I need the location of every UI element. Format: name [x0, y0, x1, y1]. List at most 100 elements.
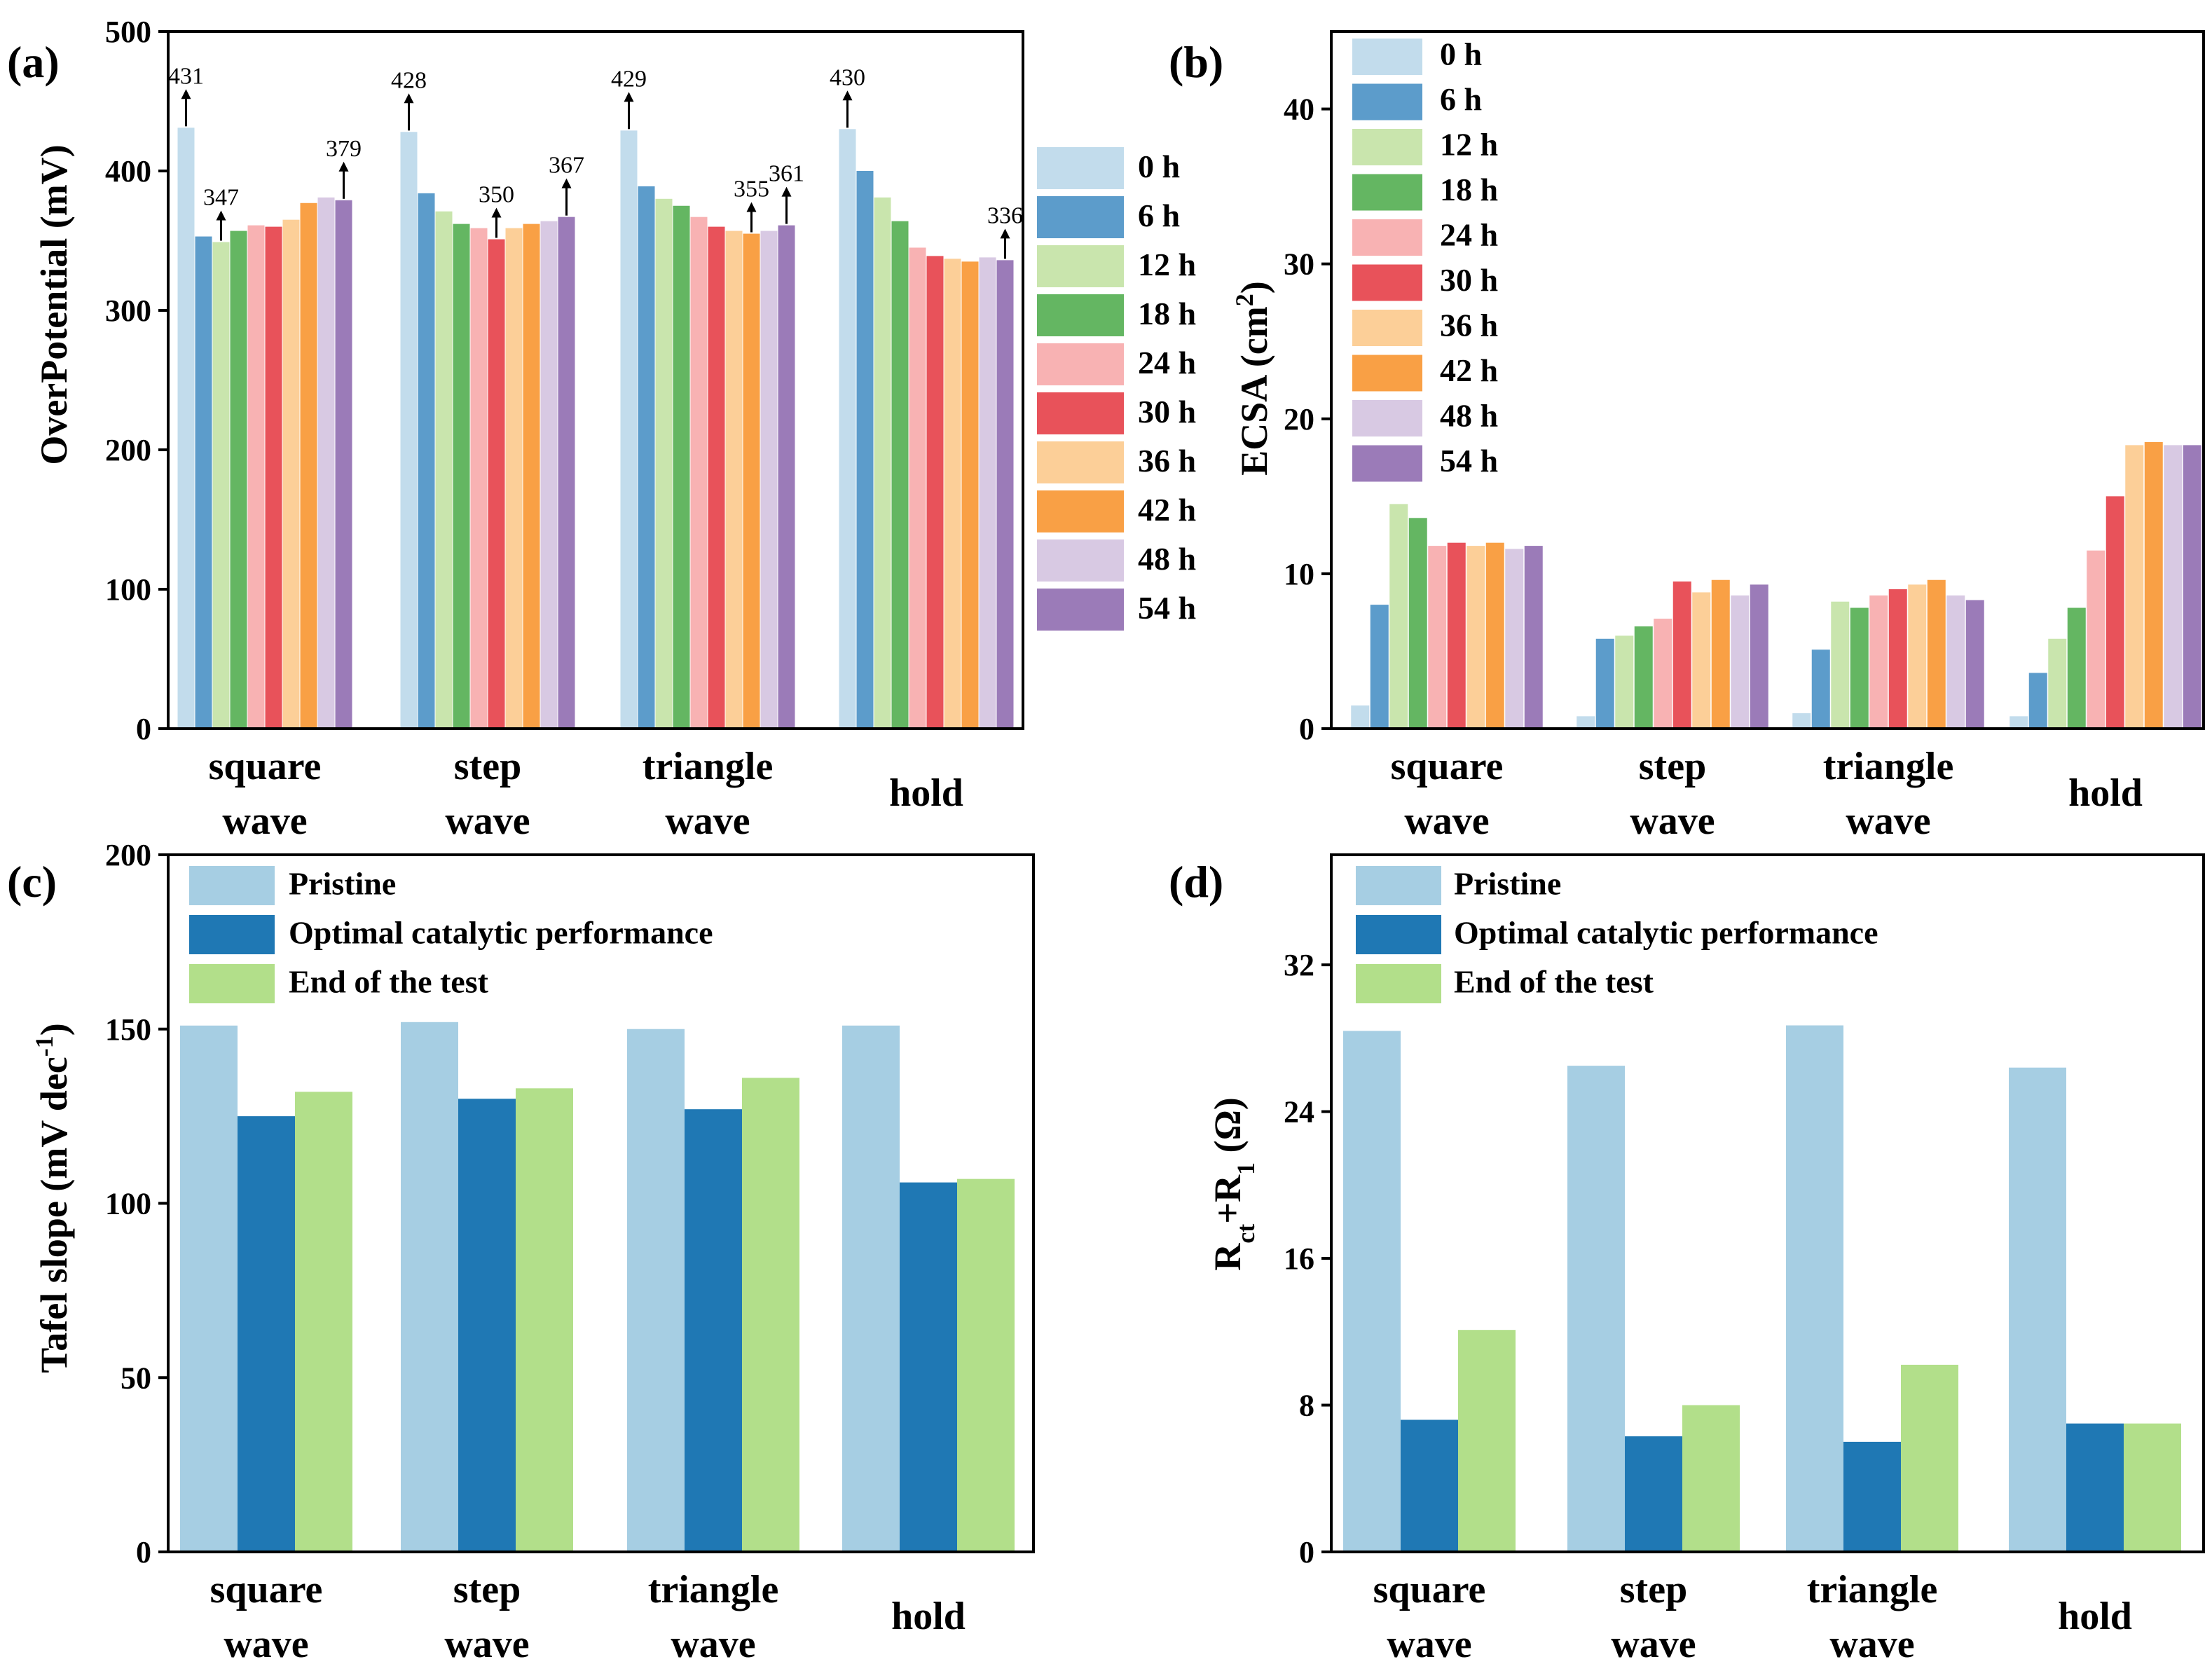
panel-a-bar-12-h-3: [874, 197, 891, 729]
panel-a-x-tick-label-2: triangle wave: [643, 745, 774, 843]
panel-a-legend-label-2: 12 h: [1138, 247, 1196, 282]
annotation-label-3: 428: [391, 67, 427, 93]
panel-c-bar-pristine-2: [627, 1029, 685, 1552]
annotation-label-1: 347: [203, 184, 239, 210]
panel-a-bar-36-h-3: [944, 259, 961, 729]
panel-a-bars: [177, 128, 1014, 729]
panel-c-legend-label-1: Optimal catalytic performance: [289, 914, 713, 950]
panel-a-frame: [167, 30, 1024, 730]
panel-a-bar-12-h-2: [655, 198, 673, 729]
panel-b-bar-6-h-3: [2028, 673, 2047, 729]
annotation-arrowhead-0: [181, 89, 191, 99]
annotation-arrowhead-2: [338, 161, 349, 172]
panel-a-bar-48-h-0: [317, 197, 335, 729]
annotation-arrowhead-6: [624, 92, 634, 102]
panel-c-legend-label-0: Pristine: [289, 865, 396, 901]
panel-c-bar-optimal-catalytic-performance-2: [685, 1109, 742, 1552]
annotation-label-10: 336: [987, 202, 1023, 228]
panel-c-label: (c): [7, 857, 57, 907]
panel-b-bar-48-h-1: [1731, 595, 1750, 729]
panel-d-x-tick-label-2: triangle wave: [1807, 1568, 1938, 1664]
panel-b-bar-0-h-2: [1792, 713, 1811, 729]
panel-c-y-tick-label-3: 150: [105, 1012, 151, 1047]
panel-c-bar-end-of-the-test-0: [295, 1092, 352, 1552]
panel-b-y-tick-label-3: 30: [1284, 247, 1314, 282]
panel-a-bar-54-h-0: [335, 200, 352, 729]
panel-b-bar-24-h-3: [2087, 550, 2105, 729]
panel-c-legend-swatch-0: [189, 866, 275, 905]
panel-b-frame: [1330, 30, 2205, 730]
panel-a-bar-42-h-2: [743, 233, 760, 729]
panel-a-bar-6-h-1: [418, 193, 435, 729]
panel-d-bar-end-of-the-test-1: [1682, 1405, 1740, 1552]
panel-d-bar-optimal-catalytic-performance-2: [1843, 1441, 1901, 1552]
panel-a-y-tick-label-2: 200: [105, 433, 151, 467]
panel-b-bar-48-h-3: [2164, 445, 2183, 729]
annotation-label-6: 429: [611, 66, 647, 92]
panel-d-bar-end-of-the-test-2: [1901, 1364, 1958, 1552]
panel-a-legend: 0 h 6 h 12 h 18 h 24 h 30 h 36 h 42 h 48 h 54 h: [1037, 147, 1196, 631]
panel-a-bar-18-h-3: [891, 221, 909, 729]
panel-a-bar-24-h-1: [470, 228, 488, 729]
panel-a-legend-label-5: 30 h: [1138, 394, 1196, 429]
panel-c: (c) Tafel slope (mV dec-1) 0 50 100 150 200 s…: [7, 838, 1035, 1664]
panel-a-y-tick-label-0: 0: [136, 712, 151, 746]
panel-a-legend-label-3: 18 h: [1138, 296, 1196, 331]
panel-d-bar-pristine-3: [2009, 1067, 2066, 1552]
panel-d-x-tick-label-0: square wave: [1373, 1568, 1486, 1664]
panel-d-y-tick-label-4: 32: [1284, 948, 1314, 982]
panel-a-y-tick-label-3: 300: [105, 294, 151, 328]
panel-a-bar-30-h-3: [926, 256, 944, 729]
panel-b-legend-label-6: 36 h: [1440, 307, 1498, 343]
panel-b-y-ticks: 0 10 20 30 40: [1284, 92, 1331, 746]
panel-b-legend-label-7: 42 h: [1440, 352, 1498, 388]
panel-b-bar-0-h-0: [1351, 705, 1370, 729]
panel-c-legend: Pristine Optimal catalytic performance End…: [189, 865, 713, 1003]
panel-a-legend-swatch-4: [1037, 343, 1124, 385]
panel-a-legend-label-7: 42 h: [1138, 492, 1196, 528]
annotation-label-9: 430: [830, 64, 865, 90]
panel-b-legend-swatch-5: [1352, 264, 1422, 301]
panel-b-bar-0-h-3: [2010, 716, 2028, 729]
panel-b-bar-36-h-1: [1692, 592, 1711, 729]
panel-b-x-tick-label-1: step wave: [1630, 745, 1715, 843]
panel-b-legend-label-0: 0 h: [1440, 36, 1482, 71]
panel-d-legend-swatch-1: [1356, 915, 1441, 954]
panel-d-legend-swatch-0: [1356, 866, 1441, 905]
panel-b-legend-swatch-8: [1352, 400, 1422, 436]
panel-a-y-ticks: 0 100 200 300 400 500: [105, 15, 168, 746]
panel-a-legend-label-6: 36 h: [1138, 443, 1196, 479]
panel-b-bar-12-h-3: [2048, 638, 2067, 729]
panel-b-bar-12-h-2: [1831, 601, 1850, 729]
panel-b-bar-48-h-2: [1946, 595, 1965, 729]
panel-c-x-tick-label-2: triangle wave: [648, 1568, 779, 1664]
panel-c-legend-label-2: End of the test: [289, 963, 489, 999]
panel-c-legend-swatch-1: [189, 915, 275, 954]
panel-b-bar-42-h-2: [1927, 579, 1946, 729]
panel-a-bar-24-h-3: [909, 247, 926, 729]
panel-b: (b) ECSA (cm2) 0 10 20 30 40 square wave step wa…: [1169, 30, 2205, 843]
panel-b-bar-6-h-2: [1811, 649, 1830, 729]
panel-b-legend-label-2: 12 h: [1440, 126, 1498, 162]
panel-d-legend-label-1: Optimal catalytic performance: [1454, 914, 1878, 950]
panel-b-legend-swatch-3: [1352, 174, 1422, 211]
panel-d-bar-pristine-0: [1343, 1031, 1401, 1552]
panel-b-bar-24-h-0: [1428, 546, 1447, 729]
panel-c-bar-pristine-0: [180, 1025, 238, 1552]
panel-b-legend-label-3: 18 h: [1440, 172, 1498, 207]
panel-a-bar-54-h-2: [778, 225, 795, 729]
panel-b-y-tick-label-4: 40: [1284, 92, 1314, 127]
panel-a-bar-48-h-2: [760, 231, 778, 729]
panel-b-bar-36-h-2: [1908, 584, 1927, 729]
panel-a-legend-swatch-8: [1037, 539, 1124, 582]
panel-a-x-tick-label-0: square wave: [209, 745, 322, 843]
panel-c-x-tick-label-3: hold: [891, 1595, 966, 1638]
panel-a-bar-42-h-3: [961, 261, 979, 729]
panel-b-x-tick-labels: square wave step wave triangle wave hold: [1391, 745, 2143, 843]
panel-a-legend-swatch-3: [1037, 294, 1124, 336]
panel-b-legend-swatch-1: [1352, 83, 1422, 121]
panel-a-legend-label-0: 0 h: [1138, 149, 1180, 184]
panel-b-bar-36-h-0: [1466, 546, 1485, 729]
panel-a-legend-swatch-6: [1037, 441, 1124, 483]
